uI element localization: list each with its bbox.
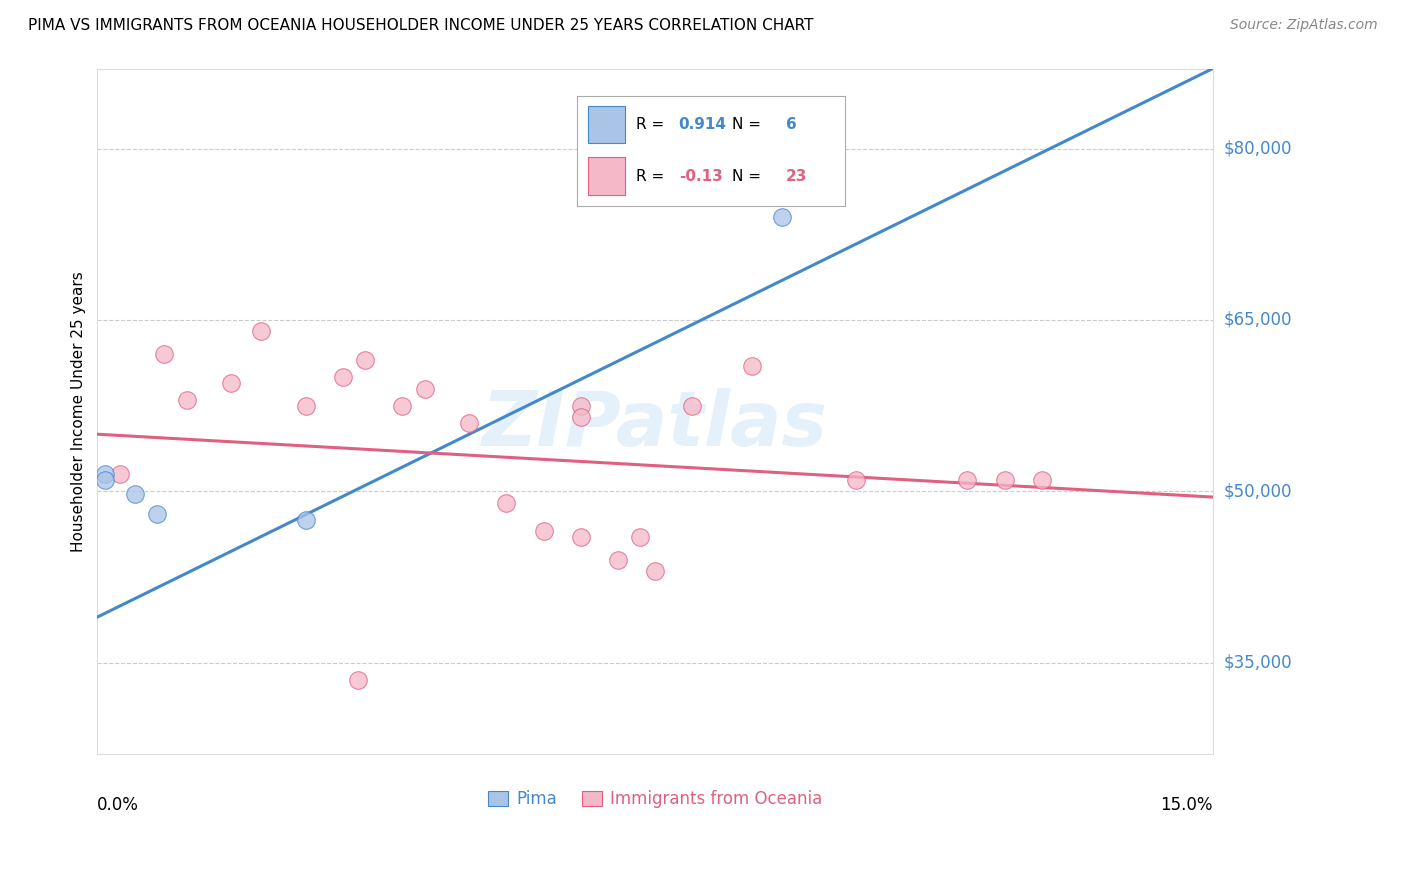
Text: $80,000: $80,000 <box>1225 139 1292 158</box>
Point <box>94 473 117 487</box>
Point <box>346 673 368 687</box>
Point <box>153 347 176 361</box>
Point <box>1031 473 1053 487</box>
Point <box>391 399 413 413</box>
Point <box>94 467 117 482</box>
Point <box>741 359 763 373</box>
Point <box>994 473 1017 487</box>
Point <box>124 486 146 500</box>
Point <box>845 473 868 487</box>
Point <box>250 324 273 338</box>
Point <box>495 496 517 510</box>
Text: PIMA VS IMMIGRANTS FROM OCEANIA HOUSEHOLDER INCOME UNDER 25 YEARS CORRELATION CH: PIMA VS IMMIGRANTS FROM OCEANIA HOUSEHOL… <box>28 18 814 33</box>
Point <box>219 376 242 390</box>
Point <box>146 507 169 521</box>
Point <box>108 467 131 482</box>
Point <box>956 473 979 487</box>
Text: $65,000: $65,000 <box>1225 311 1292 329</box>
Point <box>332 370 354 384</box>
Text: 0.0%: 0.0% <box>97 796 139 814</box>
Point <box>644 565 666 579</box>
Text: ZIPatlas: ZIPatlas <box>482 388 828 462</box>
Legend: Pima, Immigrants from Oceania: Pima, Immigrants from Oceania <box>481 783 830 814</box>
Point <box>176 392 198 407</box>
Text: $35,000: $35,000 <box>1225 654 1292 672</box>
Point <box>533 524 555 539</box>
Point <box>569 530 592 544</box>
Point <box>592 187 614 202</box>
Point <box>770 210 793 224</box>
Text: 15.0%: 15.0% <box>1160 796 1213 814</box>
Y-axis label: Householder Income Under 25 years: Householder Income Under 25 years <box>72 271 86 552</box>
Point <box>294 513 316 527</box>
Point <box>413 382 436 396</box>
Point <box>569 399 592 413</box>
Point <box>294 399 316 413</box>
Point <box>354 353 377 368</box>
Text: Source: ZipAtlas.com: Source: ZipAtlas.com <box>1230 18 1378 32</box>
Point <box>628 530 651 544</box>
Point <box>681 399 703 413</box>
Point <box>606 553 628 567</box>
Point <box>458 416 481 430</box>
Point <box>569 410 592 425</box>
Text: $50,000: $50,000 <box>1225 483 1292 500</box>
